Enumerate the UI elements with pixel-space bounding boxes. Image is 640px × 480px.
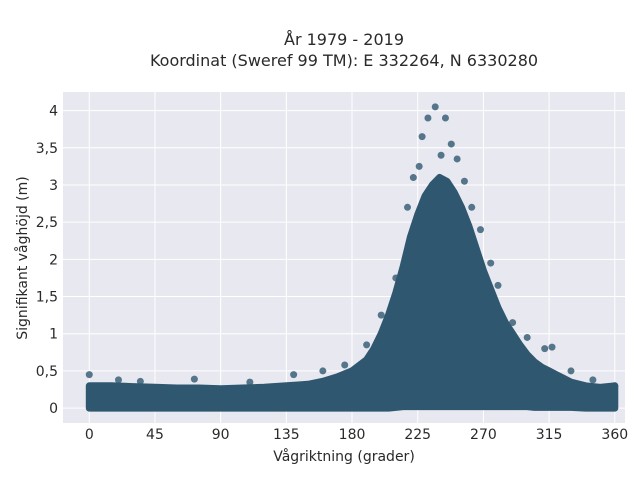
dense-point-region xyxy=(85,174,619,412)
data-point-16 xyxy=(431,103,439,111)
data-point-15 xyxy=(424,114,432,122)
x-tick-label-0: 0 xyxy=(85,427,94,443)
x-tick-label-4: 180 xyxy=(339,427,366,443)
data-point-3 xyxy=(190,375,198,383)
x-tick-label-3: 135 xyxy=(273,427,300,443)
y-tick-label-2: 1 xyxy=(49,327,58,343)
data-point-13 xyxy=(415,162,423,170)
data-point-19 xyxy=(447,140,455,148)
chart-title-line-2: Koordinat (Sweref 99 TM): E 332264, N 63… xyxy=(150,51,538,70)
data-point-28 xyxy=(541,345,549,353)
y-tick-label-7: 3,5 xyxy=(36,141,58,157)
data-point-6 xyxy=(319,367,327,375)
chart-title-line-1: År 1979 - 2019 xyxy=(284,30,404,49)
scatter-points xyxy=(85,103,619,390)
x-tick-label-5: 225 xyxy=(404,427,431,443)
x-tick-label-6: 270 xyxy=(470,427,497,443)
y-tick-label-5: 2,5 xyxy=(36,215,58,231)
data-point-0 xyxy=(85,371,93,379)
data-point-5 xyxy=(290,371,298,379)
data-point-17 xyxy=(437,151,445,159)
point-cloud xyxy=(85,174,619,412)
data-point-7 xyxy=(341,361,349,369)
data-point-1 xyxy=(114,376,122,384)
data-point-4 xyxy=(246,378,254,386)
data-point-23 xyxy=(476,226,484,234)
y-tick-label-6: 3 xyxy=(49,178,58,194)
data-point-29 xyxy=(548,343,556,351)
data-point-24 xyxy=(487,259,495,267)
x-tick-label-1: 45 xyxy=(146,427,164,443)
data-point-25 xyxy=(494,281,502,289)
y-tick-label-0: 0 xyxy=(49,401,58,417)
y-tick-label-8: 4 xyxy=(49,104,58,120)
data-point-14 xyxy=(418,133,426,141)
x-tick-label-2: 90 xyxy=(212,427,230,443)
data-point-11 xyxy=(403,203,411,211)
data-point-8 xyxy=(363,341,371,349)
data-point-22 xyxy=(468,203,476,211)
data-point-18 xyxy=(441,114,449,122)
x-tick-label-8: 360 xyxy=(601,427,628,443)
data-point-30 xyxy=(567,367,575,375)
y-tick-label-3: 1,5 xyxy=(36,290,58,306)
x-tick-labels: 0 45 90 135 180 225 270 315 360 xyxy=(85,427,628,443)
data-point-26 xyxy=(509,319,517,327)
data-point-12 xyxy=(409,174,417,182)
data-point-32 xyxy=(611,382,619,390)
y-tick-label-4: 2 xyxy=(49,252,58,268)
data-point-2 xyxy=(136,377,144,385)
x-tick-label-7: 315 xyxy=(536,427,563,443)
y-tick-labels: 0 0,5 1 1,5 2 2,5 3 3,5 4 xyxy=(36,104,58,418)
x-axis-label: Vågriktning (grader) xyxy=(273,448,415,465)
data-point-21 xyxy=(460,177,468,185)
data-point-27 xyxy=(523,333,531,341)
y-tick-label-1: 0,5 xyxy=(36,364,58,380)
y-axis-label: Signifikant våghöjd (m) xyxy=(14,176,31,339)
data-point-31 xyxy=(589,376,597,384)
data-point-20 xyxy=(453,155,461,163)
data-point-10 xyxy=(392,274,400,282)
data-point-9 xyxy=(377,311,385,319)
